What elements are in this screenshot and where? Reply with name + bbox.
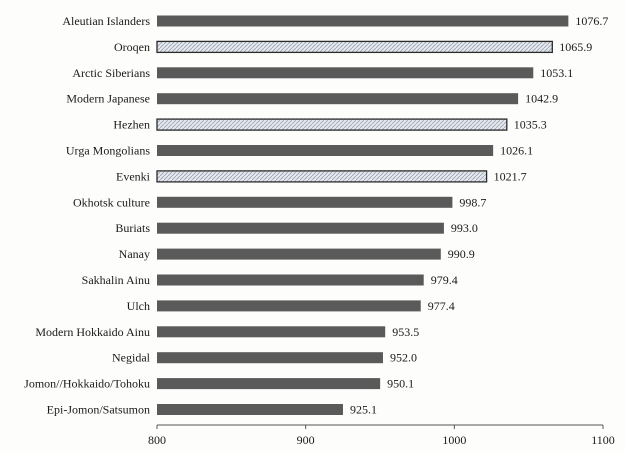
category-label: Urga Mongolians	[66, 144, 150, 158]
category-label: Modern Japanese	[66, 92, 150, 106]
x-tick-label: 800	[148, 433, 166, 447]
data-label: 1053.1	[540, 66, 573, 80]
category-label: Sakhalin Ainu	[82, 273, 150, 287]
category-label: Negidal	[112, 351, 151, 365]
bar	[157, 248, 441, 260]
x-tick-label: 900	[297, 433, 315, 447]
bar	[157, 196, 453, 208]
data-label: 1035.3	[514, 118, 547, 132]
bar	[157, 352, 383, 364]
x-tick-label: 1000	[442, 433, 466, 447]
data-label: 998.7	[459, 195, 486, 209]
category-label: Nanay	[119, 247, 150, 261]
x-tick-label: 1100	[591, 433, 615, 447]
bar	[157, 326, 386, 338]
category-label: Ulch	[127, 299, 150, 313]
data-label: 979.4	[431, 273, 458, 287]
bar	[157, 378, 381, 390]
category-label: Buriats	[115, 221, 150, 235]
data-label: 977.4	[428, 299, 455, 313]
bar	[157, 274, 424, 286]
category-label: Hezhen	[113, 118, 150, 132]
bar	[157, 300, 421, 312]
data-label: 1065.9	[559, 40, 592, 54]
category-label: Evenki	[116, 169, 151, 183]
category-label: Aleutian Islanders	[62, 14, 150, 28]
data-label: 990.9	[448, 247, 475, 261]
bar	[157, 404, 343, 415]
data-label: 1026.1	[500, 144, 533, 158]
data-label: 993.0	[451, 221, 478, 235]
bar	[157, 15, 569, 27]
category-label: Arctic Siberians	[72, 66, 150, 80]
category-label: Modern Hokkaido Ainu	[35, 325, 150, 339]
data-label: 952.0	[390, 351, 417, 365]
data-label: 1076.7	[575, 14, 608, 28]
bar	[156, 170, 488, 183]
bar	[157, 67, 534, 79]
bar	[156, 40, 553, 54]
bar	[157, 145, 494, 156]
data-label: 1042.9	[525, 92, 558, 106]
data-label: 1021.7	[494, 169, 527, 183]
category-label: Jomon//Hokkaido/Tohoku	[24, 377, 150, 391]
category-label: Okhotsk culture	[73, 195, 150, 209]
data-label: 925.1	[350, 403, 377, 417]
axis-layer: 800 900 1000 1100	[148, 424, 615, 447]
bar	[156, 118, 508, 131]
category-label: Oroqen	[114, 40, 150, 54]
bar	[157, 93, 519, 105]
bars-layer: Aleutian Islanders 1076.7 Oroqen 1065.9 Arct…	[24, 14, 608, 417]
category-label: Epi-Jomon/Satsumon	[47, 403, 150, 417]
data-label: 950.1	[387, 377, 414, 391]
bar	[157, 222, 444, 234]
data-label: 953.5	[392, 325, 419, 339]
